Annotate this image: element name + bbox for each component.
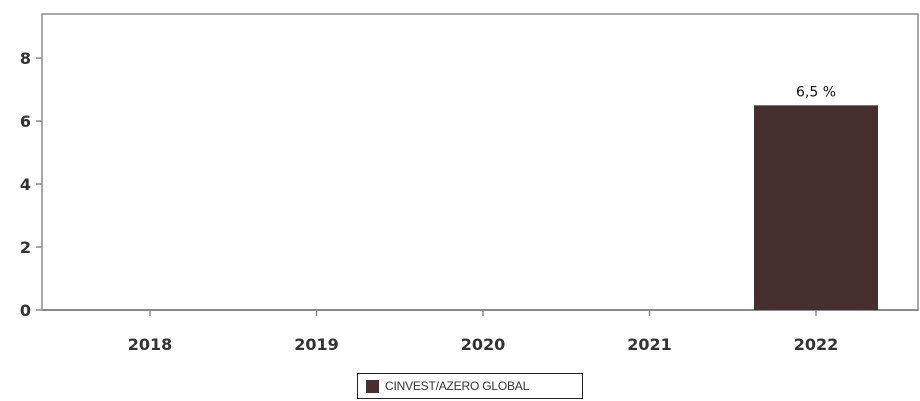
- bar-value-label: 6,5 %: [796, 84, 836, 100]
- chart-data-labels: 6,5 %: [796, 84, 836, 100]
- bar-2022: [754, 105, 878, 310]
- chart-bars: [754, 105, 878, 310]
- x-tick-label: 2022: [794, 335, 839, 354]
- x-tick-label: 2019: [294, 335, 339, 354]
- y-tick-label: 4: [20, 175, 31, 194]
- y-tick-label: 2: [20, 238, 31, 257]
- x-tick-label: 2018: [128, 335, 173, 354]
- chart-legend: CINVEST/AZERO GLOBAL: [357, 373, 583, 399]
- x-axis-ticks: 2018 2019 2020 2021 2022: [128, 310, 839, 354]
- y-tick-label: 0: [20, 301, 31, 320]
- legend-swatch: [366, 379, 379, 393]
- legend-series-label: CINVEST/AZERO GLOBAL: [385, 379, 530, 393]
- y-tick-label: 6: [20, 112, 31, 131]
- y-tick-label: 8: [20, 49, 31, 68]
- y-axis-ticks: 0 2 4 6 8: [20, 49, 42, 320]
- x-tick-label: 2021: [627, 335, 672, 354]
- x-tick-label: 2020: [461, 335, 506, 354]
